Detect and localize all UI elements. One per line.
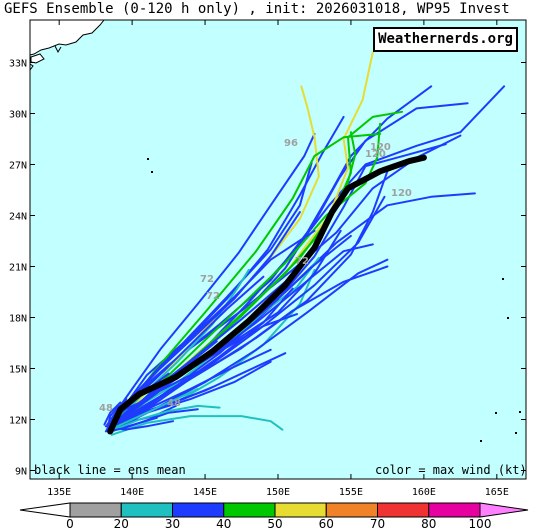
colorbar-swatch — [120, 502, 173, 518]
colorbar-label: 60 — [319, 517, 334, 531]
mean-line-legend: black line = ens mean — [34, 463, 186, 477]
ensemble-track — [106, 404, 120, 431]
island — [480, 440, 482, 442]
island — [147, 158, 149, 160]
ensemble-mean-track — [107, 154, 427, 435]
axis-ticks: 135E 140E 145E 150E 155E 160E 165E 9N 12N 15N 18N 2… — [9, 20, 526, 498]
ensemble-track — [109, 268, 250, 429]
ensemble-track — [109, 243, 374, 429]
lon-tick-label: 140E — [120, 487, 144, 498]
colorbar-label: 0 — [66, 517, 74, 531]
ensemble-track — [109, 387, 199, 431]
ensemble-track — [110, 170, 389, 429]
colorbar-label: 80 — [421, 517, 436, 531]
lon-tick-label: 165E — [485, 487, 509, 498]
forecast-hour-label: 48 — [167, 398, 181, 409]
ensemble-track — [112, 143, 447, 433]
island — [502, 278, 504, 280]
colorbar-arrow-right — [479, 502, 529, 518]
island — [515, 432, 517, 434]
map-title: GEFS Ensemble (0-120 h only) , init: 202… — [4, 1, 510, 17]
forecast-hour-label: 96 — [284, 138, 298, 149]
lon-tick-label: 160E — [412, 487, 436, 498]
colorbar-label: 30 — [165, 517, 180, 531]
lat-tick-label: 21N — [9, 263, 27, 274]
colorbar-swatch — [172, 502, 225, 518]
weathernerds-logo: Weathernerds.org — [373, 27, 518, 52]
colorbar-swatch — [325, 502, 378, 518]
ocean-background — [30, 20, 526, 479]
lon-tick-label: 145E — [193, 487, 217, 498]
lon-tick-label: 150E — [266, 487, 290, 498]
forecast-hour-label: 120 — [370, 142, 391, 153]
ensemble-track — [109, 85, 320, 431]
ensemble-track — [110, 415, 284, 436]
lat-tick-label: 30N — [9, 110, 27, 121]
lat-tick-label: 24N — [9, 212, 27, 223]
colorbar-label: 50 — [267, 517, 282, 531]
ensemble-track — [109, 132, 382, 429]
lat-tick-label: 27N — [9, 161, 27, 172]
colorbar-swatch — [274, 502, 327, 518]
kyushu-coast — [29, 63, 34, 71]
shikoku-island — [30, 53, 45, 64]
forecast-hour-label: 72 — [200, 274, 214, 285]
colorbar-swatch — [69, 502, 122, 518]
lon-tick-label: 135E — [47, 487, 71, 498]
colorbar-label: 70 — [370, 517, 385, 531]
colorbar-arrow-left — [19, 502, 71, 518]
island — [151, 171, 153, 173]
lon-tick-label: 155E — [339, 487, 363, 498]
ensemble-track — [110, 122, 382, 431]
color-legend-note: color = max wind (kt) — [375, 463, 527, 477]
ensemble-track — [103, 401, 122, 426]
forecast-hour-label: 72 — [295, 256, 309, 267]
lat-tick-label: 33N — [9, 59, 27, 70]
colorbar-label: 100 — [469, 517, 492, 531]
forecast-hour-label: 72 — [206, 291, 220, 302]
island — [519, 411, 521, 413]
ensemble-track — [106, 132, 316, 426]
lat-tick-label: 9N — [15, 467, 27, 478]
island — [495, 412, 497, 414]
island — [507, 317, 509, 319]
land-layer — [29, 19, 106, 71]
ensemble-track — [110, 195, 386, 433]
ensemble-track — [107, 416, 158, 433]
wind-colorbar: 0 20 30 40 50 60 70 80 100 — [19, 502, 529, 531]
colorbar-swatch — [377, 502, 430, 518]
japan-coast — [29, 19, 106, 56]
lat-tick-label: 15N — [9, 365, 27, 376]
ensemble-track — [110, 348, 272, 431]
izu-coast — [54, 45, 62, 54]
colorbar-label: 40 — [216, 517, 231, 531]
lat-tick-label: 18N — [9, 314, 27, 325]
colorbar-swatch — [223, 502, 276, 518]
colorbar-label: 20 — [114, 517, 129, 531]
forecast-hour-label: 120 — [391, 188, 412, 199]
lat-tick-label: 12N — [9, 416, 27, 427]
forecast-hour-label: 120 — [365, 149, 386, 160]
colorbar-swatch — [428, 502, 481, 518]
ensemble-track — [109, 404, 221, 433]
forecast-hour-label: 48 — [99, 403, 113, 414]
